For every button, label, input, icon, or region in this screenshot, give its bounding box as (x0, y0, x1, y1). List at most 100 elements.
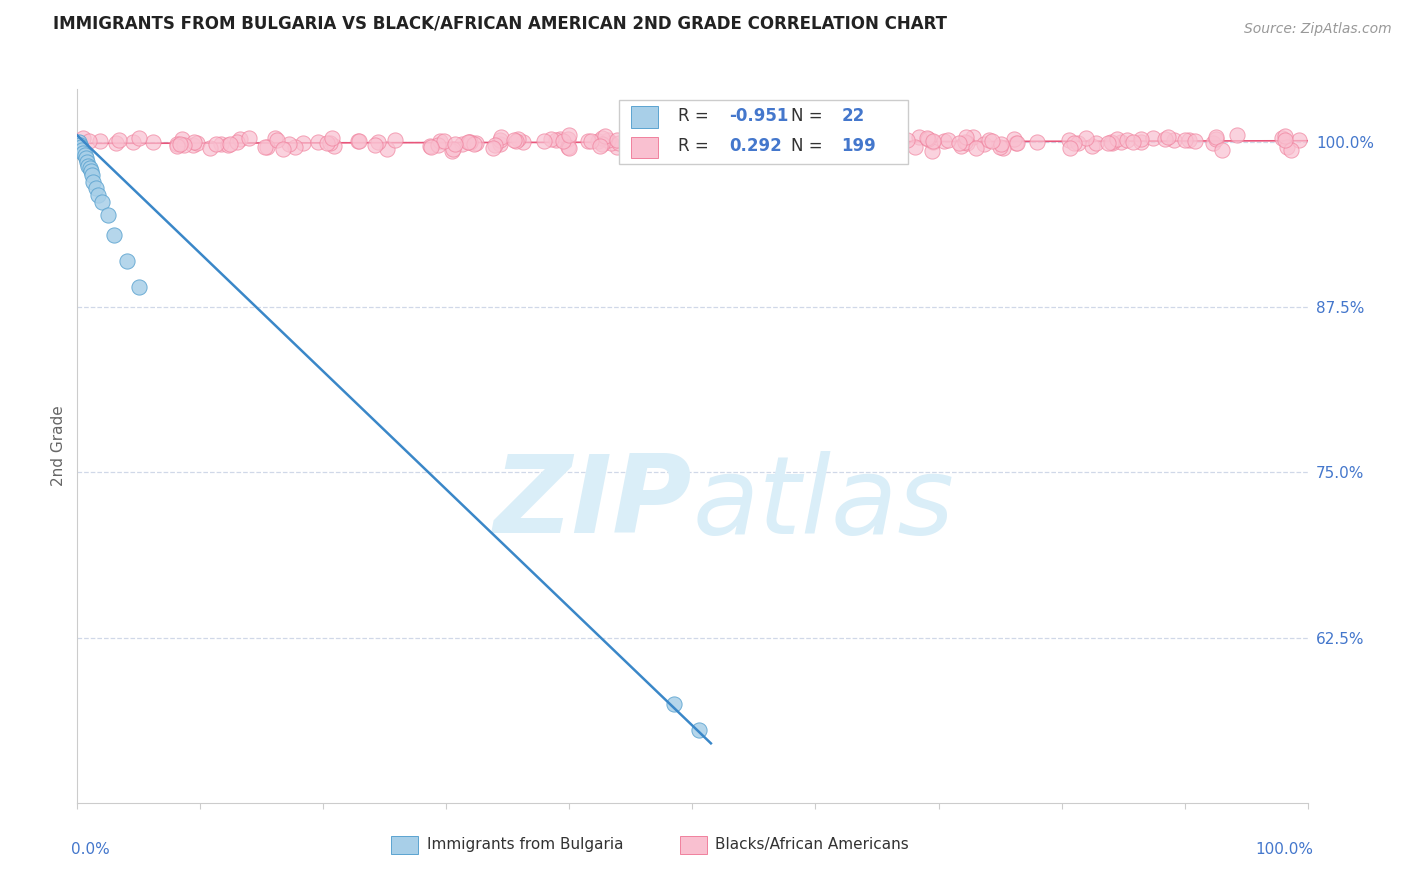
Point (695, 141, 717, 155)
Text: atlas: atlas (693, 450, 955, 556)
Point (643, 137, 665, 152)
Point (576, 134, 599, 148)
Point (761, 143, 783, 157)
Point (848, 130, 870, 145)
Point (955, 129, 977, 144)
Point (170, 131, 193, 145)
Point (82, 175, 104, 189)
Point (1004, 136, 1026, 150)
Point (842, 135, 865, 149)
Point (889, 134, 911, 148)
Point (557, 131, 579, 145)
Point (744, 138, 766, 153)
Point (349, 134, 371, 148)
Point (181, 138, 204, 153)
Point (817, 136, 839, 151)
Point (1059, 141, 1081, 155)
Point (104, 136, 127, 151)
Point (1129, 132, 1152, 146)
Text: N =: N = (792, 107, 828, 125)
Point (1274, 128, 1296, 143)
Point (429, 134, 451, 148)
Point (886, 132, 908, 146)
Point (1184, 134, 1206, 148)
Point (948, 136, 970, 151)
Point (600, 136, 623, 150)
Point (90, 194, 114, 209)
Point (166, 136, 188, 151)
Point (284, 140, 307, 154)
Point (307, 136, 329, 150)
Text: 22: 22 (841, 107, 865, 125)
Point (981, 135, 1004, 149)
Point (917, 132, 939, 146)
Point (1130, 135, 1153, 149)
Point (1288, 133, 1310, 147)
Point (375, 142, 398, 156)
Point (887, 142, 910, 156)
Text: N =: N = (792, 137, 828, 155)
Point (67, 135, 90, 149)
Point (488, 133, 510, 147)
Point (751, 140, 773, 154)
Point (988, 140, 1011, 154)
Point (591, 137, 613, 152)
Point (321, 131, 343, 145)
Point (1205, 132, 1227, 146)
Point (84, 181, 107, 195)
Text: -0.951: -0.951 (730, 107, 789, 125)
FancyBboxPatch shape (619, 100, 908, 164)
Point (758, 141, 780, 155)
Point (965, 141, 987, 155)
Point (557, 141, 579, 155)
Point (346, 134, 368, 148)
Point (720, 138, 742, 153)
Point (238, 131, 260, 145)
Point (589, 139, 612, 153)
Point (797, 141, 820, 155)
Point (956, 136, 979, 150)
Point (80, 164, 103, 178)
Point (364, 137, 387, 152)
Point (1202, 136, 1225, 150)
Point (747, 136, 769, 151)
Point (1063, 136, 1085, 151)
Point (932, 134, 955, 148)
Point (922, 134, 945, 148)
Point (1157, 130, 1180, 145)
Point (69, 137, 91, 152)
Point (591, 130, 613, 145)
Point (697, 136, 720, 150)
Point (593, 129, 616, 144)
Point (606, 140, 628, 154)
Text: R =: R = (678, 107, 714, 125)
Point (748, 135, 770, 149)
Point (1122, 135, 1144, 149)
Point (973, 136, 995, 151)
Point (533, 134, 555, 148)
Point (1153, 131, 1175, 145)
Point (419, 140, 441, 154)
Point (419, 139, 441, 153)
Point (1274, 133, 1296, 147)
Point (444, 137, 467, 152)
Point (546, 132, 568, 146)
Point (256, 140, 278, 154)
Point (367, 135, 389, 149)
Point (579, 134, 602, 148)
Point (226, 136, 249, 150)
Point (796, 137, 818, 152)
Point (807, 140, 830, 154)
Point (1097, 136, 1119, 150)
Point (457, 135, 479, 149)
Point (76, 154, 98, 169)
Point (460, 135, 482, 149)
Point (607, 136, 630, 150)
Point (772, 133, 794, 147)
FancyBboxPatch shape (631, 106, 658, 128)
Point (991, 141, 1014, 155)
Point (512, 135, 534, 149)
Point (278, 136, 301, 151)
Point (620, 138, 643, 153)
Point (1057, 133, 1080, 147)
